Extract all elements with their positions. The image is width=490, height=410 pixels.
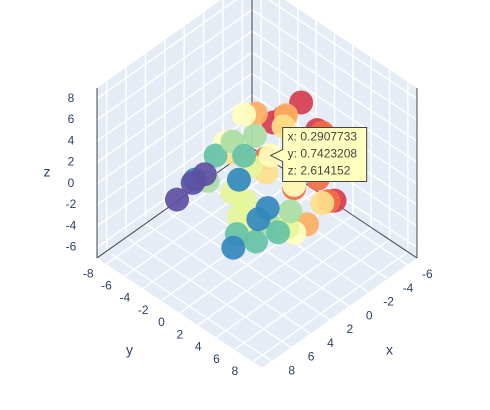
tooltip-line: x: 0.2907733 xyxy=(288,130,358,144)
grid-line xyxy=(96,51,253,163)
point xyxy=(243,229,268,254)
y-tick-label: -4 xyxy=(119,291,130,305)
x-tick-label: 8 xyxy=(288,363,295,377)
point xyxy=(226,167,251,192)
z-tick-label: -6 xyxy=(66,240,77,254)
grid-line xyxy=(96,30,253,142)
y-tick-label: 8 xyxy=(231,364,238,378)
y-tick-label: 4 xyxy=(195,340,202,354)
point xyxy=(232,143,257,168)
grid-line xyxy=(96,9,253,121)
point xyxy=(242,123,267,148)
grid-line xyxy=(96,0,238,100)
x-tick-label: 4 xyxy=(327,336,334,350)
grid-line xyxy=(234,239,390,351)
tooltip-line: z: 2.614152 xyxy=(288,164,351,178)
y-tick-label: -2 xyxy=(138,303,149,317)
z-tick-label: 6 xyxy=(68,112,75,126)
x-tick-label: -6 xyxy=(422,267,433,281)
x-tick-label: 2 xyxy=(346,322,353,336)
grid-line xyxy=(215,226,372,339)
point xyxy=(232,102,257,127)
z-tick-label: 8 xyxy=(68,91,75,105)
point xyxy=(165,187,189,212)
x-tick-label: 6 xyxy=(308,350,315,364)
point xyxy=(278,199,303,224)
point xyxy=(221,235,246,260)
grid-line xyxy=(252,251,409,363)
grid-line xyxy=(267,0,418,100)
y-axis-title: y xyxy=(126,342,133,358)
x-tick-label: 0 xyxy=(366,308,373,322)
z-tick-label: -2 xyxy=(66,197,77,211)
z-axis-title: z xyxy=(44,164,51,180)
grid-line xyxy=(96,94,253,206)
grid-line xyxy=(251,9,418,121)
point xyxy=(203,143,228,168)
y-tick-label: -8 xyxy=(83,266,94,280)
y-tick-label: 2 xyxy=(176,327,183,341)
grid-line xyxy=(251,51,418,163)
point xyxy=(310,191,335,216)
tooltip-line: y: 0.7423208 xyxy=(288,147,358,161)
x-axis-title: x xyxy=(386,342,393,358)
z-tick-label: 2 xyxy=(68,155,75,169)
x-tick-label: -4 xyxy=(403,281,414,295)
x-tick-label: -2 xyxy=(383,295,394,309)
grid-line xyxy=(142,177,299,290)
point xyxy=(255,196,280,221)
grid-line xyxy=(96,73,253,185)
point xyxy=(192,162,217,187)
y-tick-label: 0 xyxy=(158,315,165,329)
point xyxy=(266,220,291,245)
grid-line xyxy=(124,165,280,277)
tooltip-box xyxy=(269,127,368,183)
hover-tooltip: x: 0.2907733 y: 0.7423208 z: 2.614152 xyxy=(269,127,368,183)
grid-line xyxy=(197,214,354,326)
grid-line xyxy=(251,30,418,142)
y-tick-label: 6 xyxy=(213,352,220,366)
y-tick-label: -6 xyxy=(101,279,112,293)
z-tick-label: 4 xyxy=(68,133,75,147)
z-tick-label: -4 xyxy=(66,218,77,232)
z-tick-label: 0 xyxy=(68,176,75,190)
